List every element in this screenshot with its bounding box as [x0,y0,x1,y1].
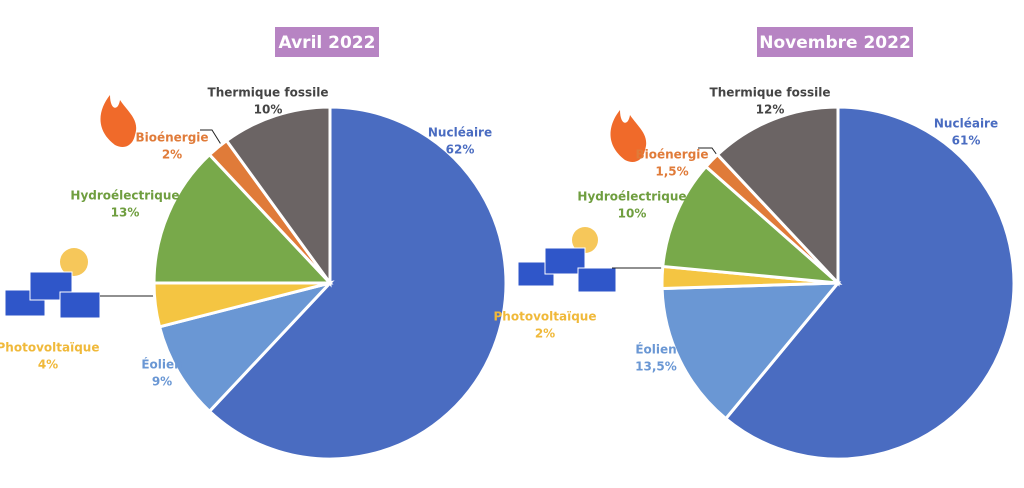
slice-name: Éolien [635,342,676,357]
slice-value-label: 13% [111,206,140,220]
slice-value-label: 12% [756,103,785,117]
pie-slice [152,152,334,285]
pie-slice [660,281,842,421]
slice-value-label: 9% [152,375,172,389]
slice-name: Nucléaire [934,117,998,131]
slice-name: Hydroélectrique [70,189,179,203]
leader-line [200,129,223,147]
flame-icon [610,110,647,162]
slice-value-label: 61% [952,134,981,148]
slice-name: Photovoltaïque [0,341,99,355]
solar-panel-icon [517,247,617,293]
slice-value-label: 1,5% [655,165,688,179]
slice-name: Hydroélectrique [577,190,686,204]
sun-icon [572,227,598,253]
slice-value-label: 2% [535,327,555,341]
slice-name: Thermique fossile [208,86,329,100]
slice-value-label: 13,5% [635,360,677,374]
pie-slice [715,105,840,287]
flame-icon [100,95,137,147]
pie-slice [224,105,332,288]
slice-value-label: 2% [162,148,182,162]
slice-value-label: 4% [38,358,58,372]
slice-name: Thermique fossile [710,86,831,100]
title-background [757,27,913,57]
slice-value-label: 62% [446,143,475,157]
slice-name: Bioénergie [635,148,708,162]
slice-name: Nucléaire [428,126,492,140]
slice-name: Photovoltaïque [494,310,597,324]
slice-value-label: 10% [618,207,647,221]
slice-name: Bioénergie [135,131,208,145]
chart-title: Novembre 2022 [759,33,911,53]
sun-icon [60,248,88,276]
title-background [275,27,379,57]
slice-value-label: 10% [254,103,283,117]
pie-slice [157,280,335,414]
pie-slice [661,164,843,285]
solar-panel-icon [4,271,101,319]
chart-title: Avril 2022 [279,33,376,53]
pie-slice [723,105,1016,461]
pie-slice [207,105,508,461]
slice-name: Éolien [141,357,182,372]
decorations [4,95,723,319]
